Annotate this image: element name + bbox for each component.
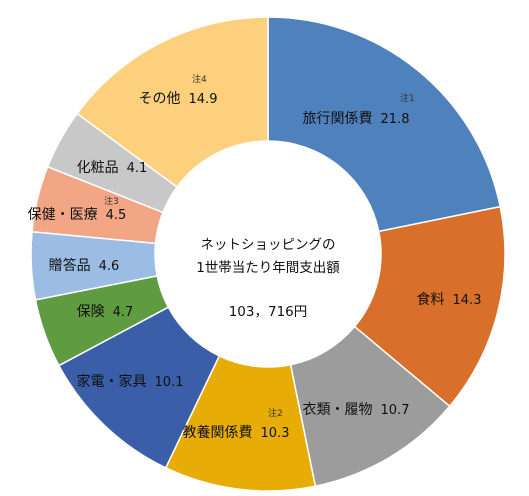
slice-category-2: 食料	[417, 291, 445, 308]
slice-value-9: 4.1	[127, 161, 148, 176]
slice-category-5: 家電・家具	[77, 373, 147, 390]
slice-value-6: 4.7	[113, 305, 134, 320]
slice-category-6: 保険	[77, 304, 105, 320]
slice-value-1: 21.8	[381, 112, 410, 127]
center-title-line2: 1世帯当たり年間支出額	[196, 260, 340, 276]
slice-category-9: 化粧品	[77, 160, 119, 176]
slice-category-3: 衣類・履物	[303, 402, 373, 418]
slice-label-4: 教養関係費 10.3	[183, 424, 290, 441]
slice-1	[267, 16, 502, 233]
slice-note-10: 注4	[192, 73, 207, 85]
slice-category-10: その他	[139, 91, 181, 107]
slice-value-8: 4.5	[106, 208, 127, 223]
slice-category-1: 旅行関係費	[303, 111, 373, 127]
slice-label-7: 贈答品 4.6	[49, 257, 120, 274]
slice-value-3: 10.7	[381, 403, 410, 418]
slice-label-8: 保健・医療 4.5	[28, 206, 127, 223]
slice-labels: 旅行関係費 21.8 注1 食料 14.3 衣類・履物 10.7 教養関係費 10.3 注2 家電・…	[28, 73, 482, 441]
slice-label-6: 保険 4.7	[77, 304, 134, 320]
slice-label-5: 家電・家具 10.1	[77, 373, 184, 390]
center-title-line1: ネットショッピングの	[201, 237, 336, 253]
center-total-value: 103，716円	[229, 304, 308, 320]
slice-10	[76, 16, 269, 189]
slice-label-1: 旅行関係費 21.8	[303, 111, 410, 127]
slice-label-9: 化粧品 4.1	[77, 160, 148, 176]
slice-label-2: 食料 14.3	[417, 291, 482, 308]
slice-note-8: 注3	[104, 195, 119, 207]
donut-slices	[30, 16, 506, 492]
slice-value-10: 14.9	[189, 92, 218, 107]
slice-2	[353, 205, 506, 408]
slice-category-4: 教養関係費	[183, 424, 253, 441]
slice-label-3: 衣類・履物 10.7	[303, 402, 410, 418]
slice-note-4: 注2	[268, 407, 283, 419]
slice-value-7: 4.6	[99, 259, 120, 274]
slice-label-10: その他 14.9	[139, 91, 218, 107]
slice-note-1: 注1	[400, 92, 415, 104]
slice-category-8: 保健・医療	[28, 206, 98, 223]
slice-value-2: 14.3	[453, 293, 482, 308]
slice-value-4: 10.3	[261, 426, 290, 441]
slice-category-7: 贈答品	[49, 257, 91, 274]
slice-value-5: 10.1	[155, 375, 184, 390]
